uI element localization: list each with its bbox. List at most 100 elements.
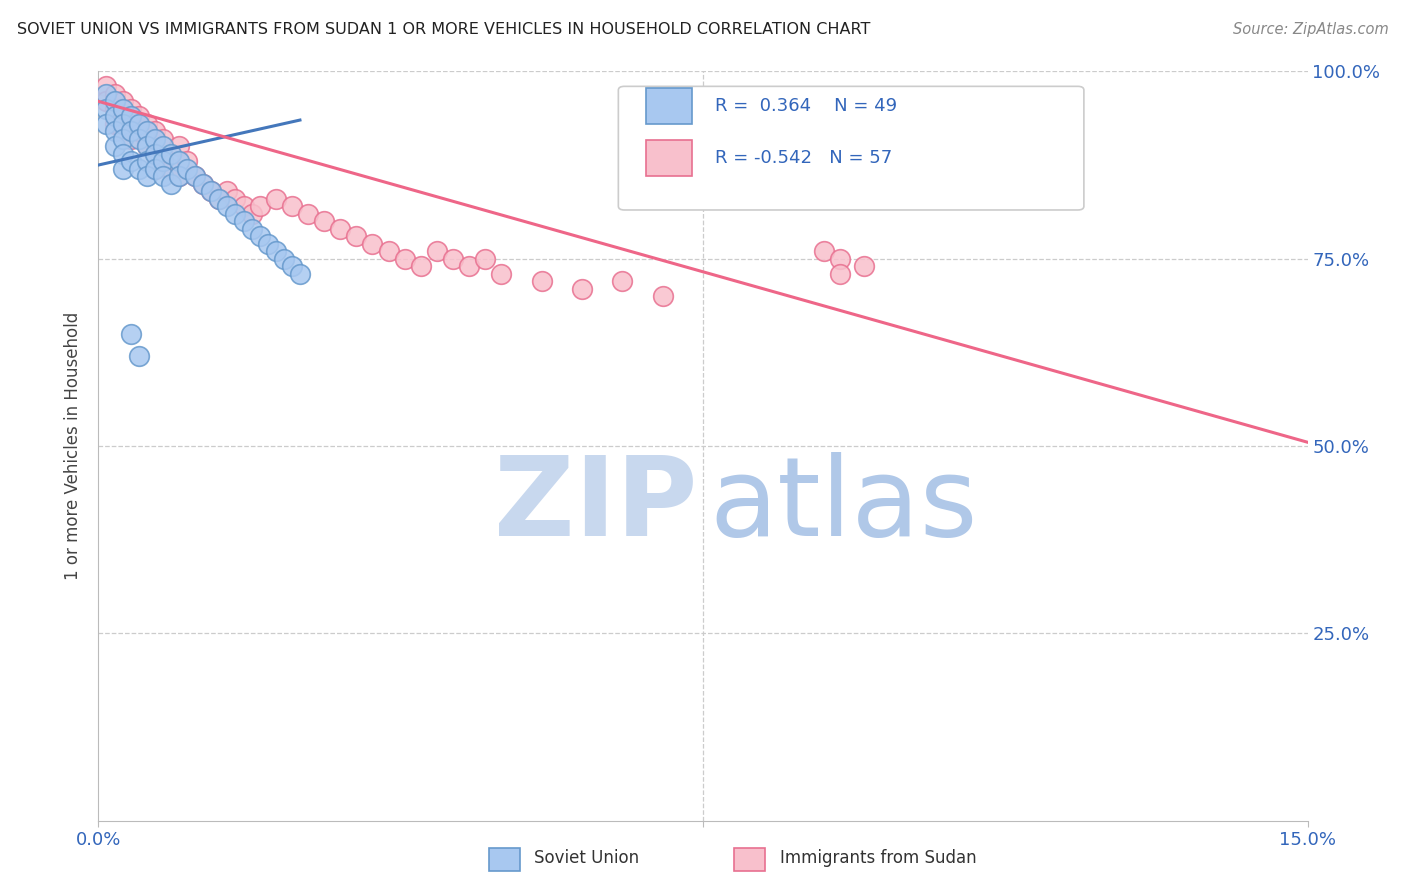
Point [111,102,134,116]
Point [264,192,287,206]
Point [208,192,231,206]
Point [530,274,553,288]
Point [143,146,166,161]
Point [184,169,207,184]
Point [232,199,254,213]
Point [128,117,150,131]
Point [152,154,174,169]
Point [612,274,634,288]
Point [135,154,157,169]
Point [120,124,142,138]
Point [176,154,198,169]
Point [103,95,125,109]
Point [111,95,134,109]
Point [256,236,278,251]
Point [120,154,142,169]
Point [167,169,190,184]
Point [152,154,174,169]
Point [651,289,673,303]
Text: R = -0.542   N = 57: R = -0.542 N = 57 [716,149,893,168]
Point [96,102,118,116]
Point [128,349,150,363]
Point [224,192,246,206]
Point [135,117,157,131]
Point [249,199,271,213]
Text: atlas: atlas [709,452,977,559]
Point [128,109,150,123]
Point [361,236,384,251]
Point [135,169,157,184]
Y-axis label: 1 or more Vehicles in Household: 1 or more Vehicles in Household [65,312,83,580]
Point [143,124,166,138]
Point [394,252,416,266]
Point [193,177,215,191]
Point [128,124,150,138]
Point [217,184,239,198]
Point [813,244,835,259]
Point [103,139,125,153]
Point [103,102,125,116]
Point [217,199,239,213]
Point [111,161,134,176]
Point [409,259,432,273]
Point [111,132,134,146]
Point [103,109,125,123]
Point [828,267,851,281]
Point [853,259,876,273]
Point [288,267,311,281]
Point [111,109,134,123]
Point [152,169,174,184]
Point [143,161,166,176]
Point [224,207,246,221]
Point [160,177,183,191]
Point [103,117,125,131]
Point [167,154,190,169]
Text: SOVIET UNION VS IMMIGRANTS FROM SUDAN 1 OR MORE VEHICLES IN HOUSEHOLD CORRELATIO: SOVIET UNION VS IMMIGRANTS FROM SUDAN 1 … [17,22,870,37]
Point [111,117,134,131]
Point [329,221,352,235]
Text: ZIP: ZIP [494,452,697,559]
Point [200,184,222,198]
Point [344,229,367,244]
Point [458,259,481,273]
Point [152,132,174,146]
Point [474,252,496,266]
Point [111,146,134,161]
Point [128,132,150,146]
Point [377,244,399,259]
Point [491,267,513,281]
Point [128,161,150,176]
Point [232,214,254,228]
Point [193,177,215,191]
Point [167,169,190,184]
Point [167,139,190,153]
Point [135,124,157,138]
Point [240,207,263,221]
Point [143,146,166,161]
Point [176,161,198,176]
Text: Immigrants from Sudan: Immigrants from Sudan [780,849,977,867]
Point [120,132,142,146]
Point [200,184,222,198]
Point [249,229,271,244]
Point [135,139,157,153]
Point [96,87,118,101]
Point [273,252,295,266]
Point [314,214,336,228]
Point [96,79,118,94]
Point [828,252,851,266]
Point [426,244,449,259]
Point [297,207,319,221]
Point [143,132,166,146]
Point [160,161,183,176]
Point [240,221,263,235]
Point [120,117,142,131]
Point [103,124,125,138]
Point [281,199,304,213]
Point [120,326,142,341]
Point [160,146,183,161]
Point [571,282,593,296]
Point [143,161,166,176]
Text: Soviet Union: Soviet Union [534,849,640,867]
Point [264,244,287,259]
